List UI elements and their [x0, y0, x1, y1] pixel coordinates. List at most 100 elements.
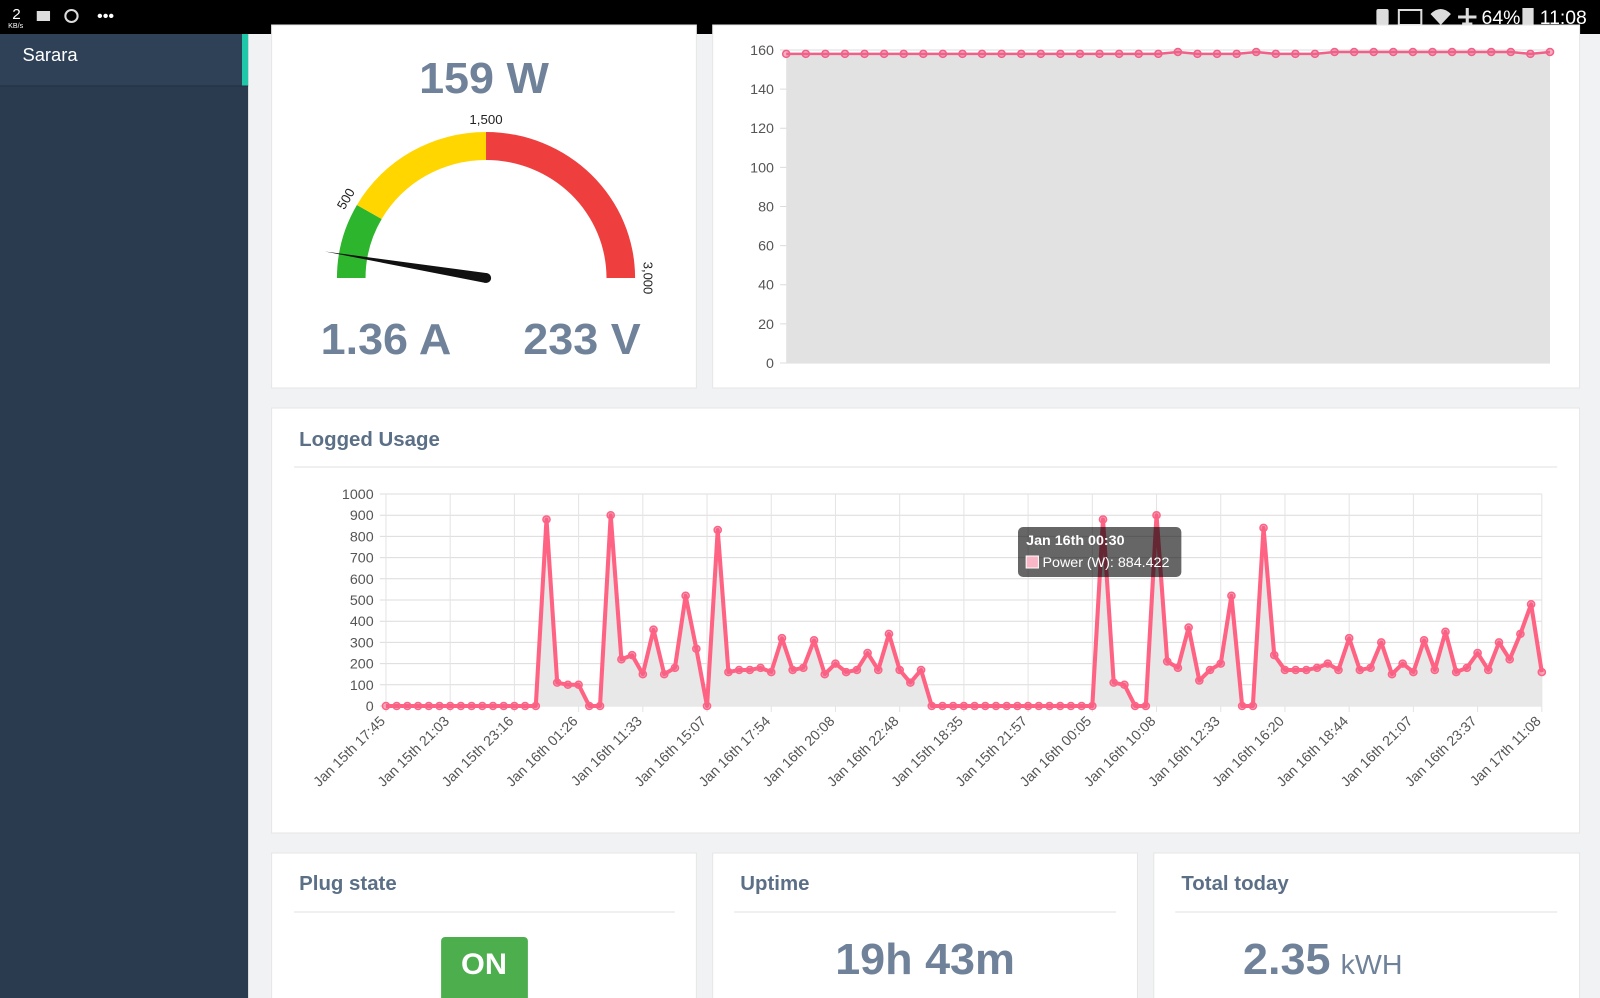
- point: [1526, 49, 1535, 59]
- point: [649, 625, 658, 634]
- point: [1251, 47, 1261, 57]
- point: [809, 636, 819, 645]
- point: [1462, 663, 1472, 673]
- point: [1077, 701, 1086, 711]
- point: [1134, 49, 1144, 59]
- card-title: Logged Usage: [299, 429, 440, 451]
- clock: 11:08: [1540, 8, 1587, 29]
- point: [1114, 49, 1124, 59]
- point: [918, 49, 928, 59]
- net-speed: 2: [12, 6, 21, 23]
- point: [1153, 49, 1163, 59]
- point: [1120, 680, 1129, 690]
- y-tick-label: 200: [350, 656, 374, 672]
- point: [381, 701, 391, 711]
- gauge-card: [271, 24, 697, 389]
- state-badge[interactable]: [441, 937, 528, 998]
- net-speed-unit: KB/s: [8, 23, 24, 30]
- point: [488, 701, 498, 711]
- point: [456, 701, 466, 711]
- gauge-band: [486, 132, 636, 278]
- point: [1441, 627, 1450, 637]
- point: [1506, 47, 1516, 57]
- point: [702, 701, 712, 711]
- point: [1526, 599, 1536, 609]
- point: [1193, 49, 1202, 59]
- point: [563, 680, 573, 690]
- point: [392, 701, 402, 711]
- point: [1095, 49, 1104, 59]
- point: [884, 629, 894, 639]
- point: [1162, 657, 1172, 666]
- point: [1013, 701, 1022, 711]
- point: [1291, 49, 1300, 59]
- point: [1310, 49, 1320, 59]
- point: [1369, 47, 1379, 57]
- voltage-reading: 233 V: [523, 315, 641, 363]
- point: [959, 701, 969, 711]
- airplane-icon: [1458, 8, 1477, 26]
- point: [801, 49, 811, 59]
- y-tick-label: 600: [350, 571, 374, 587]
- point: [574, 680, 583, 690]
- sidebar-item[interactable]: [0, 34, 242, 86]
- point: [1248, 701, 1258, 711]
- point: [1467, 47, 1476, 57]
- point: [1483, 665, 1493, 675]
- point: [713, 525, 723, 535]
- point: [1451, 667, 1461, 677]
- point: [531, 701, 541, 711]
- total-card: [1153, 852, 1581, 998]
- y-tick-label: 300: [350, 635, 374, 651]
- point: [1323, 659, 1333, 668]
- point: [788, 665, 797, 675]
- point: [745, 665, 755, 675]
- point: [1056, 49, 1065, 59]
- point: [1034, 701, 1044, 711]
- point: [1376, 638, 1386, 647]
- point: [1023, 701, 1033, 711]
- point: [1036, 49, 1046, 59]
- point: [756, 663, 765, 673]
- point: [1173, 663, 1183, 673]
- point: [542, 515, 551, 524]
- needle-hub: [480, 273, 492, 283]
- y-tick-label: 1000: [342, 486, 374, 502]
- tooltip: [1017, 527, 1182, 577]
- point: [1216, 659, 1226, 668]
- point: [691, 644, 701, 654]
- point: [799, 663, 808, 673]
- y-tick-label: 400: [350, 613, 374, 629]
- area: [786, 51, 1550, 364]
- point: [840, 49, 850, 59]
- point: [1045, 701, 1054, 711]
- point: [879, 49, 889, 59]
- uptime-value: 19h 43m: [835, 935, 1015, 983]
- point: [595, 701, 605, 711]
- point: [777, 633, 787, 643]
- point: [1141, 701, 1151, 711]
- point: [467, 701, 476, 711]
- point: [1447, 47, 1457, 57]
- point: [1173, 47, 1183, 57]
- card-title: Plug state: [299, 873, 397, 895]
- point: [1291, 665, 1300, 675]
- active-indicator: [241, 34, 249, 86]
- point: [1232, 49, 1241, 59]
- point: [1280, 665, 1290, 675]
- y-tick-label: 140: [750, 81, 774, 97]
- wifi-icon: [1430, 9, 1451, 25]
- point: [627, 650, 637, 660]
- point: [1130, 701, 1140, 711]
- point: [1545, 47, 1555, 57]
- card-title: Uptime: [740, 873, 809, 895]
- brightness-icon: [64, 9, 79, 23]
- point: [638, 669, 648, 679]
- tooltip-title: Jan 16th 00:30: [1026, 532, 1125, 548]
- sidebar-label[interactable]: Sarara: [22, 45, 78, 65]
- point: [1212, 49, 1222, 59]
- point: [1355, 665, 1365, 675]
- point: [606, 510, 616, 520]
